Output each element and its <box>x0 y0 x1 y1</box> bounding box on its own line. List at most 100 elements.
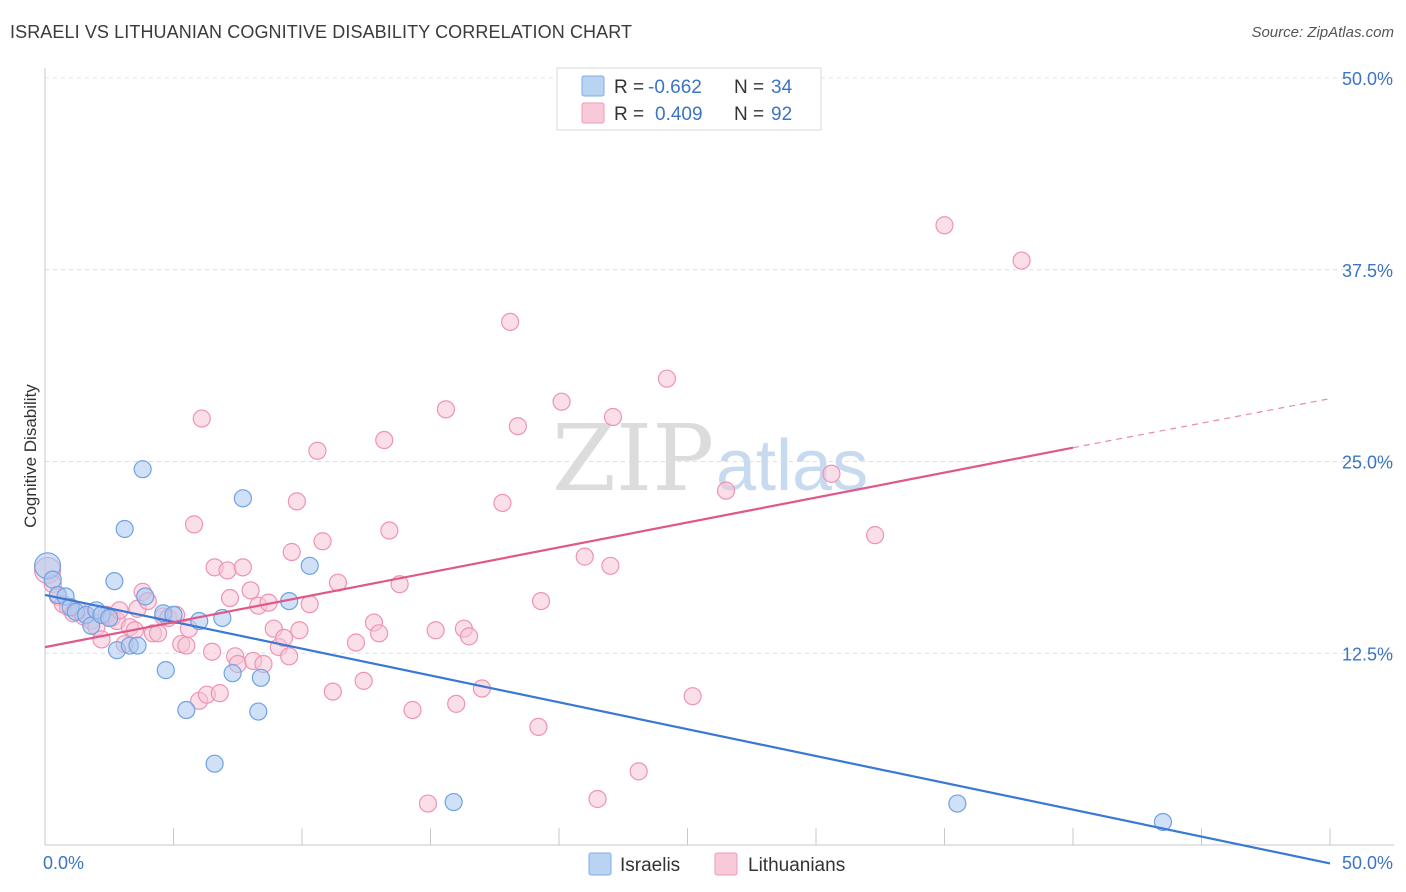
legend-n-value-lithuanians: 92 <box>771 104 792 125</box>
watermark-zip: ZIP <box>552 405 714 512</box>
trend-line-lithuanians-extension <box>1072 398 1331 449</box>
series-legend-swatch-lithuanians <box>714 852 738 876</box>
point-israelis <box>233 489 252 508</box>
point-israelis <box>100 608 119 628</box>
point-lithuanians <box>426 621 445 640</box>
point-lithuanians <box>716 481 736 500</box>
trend-line-israelis <box>44 593 1331 865</box>
point-lithuanians <box>822 464 841 483</box>
point-israelis <box>300 556 319 575</box>
point-lithuanians <box>418 794 438 813</box>
x-tick-label-min: 0.0% <box>43 853 84 873</box>
point-israelis <box>223 664 242 683</box>
y-tick-labels: 12.5% 25.0% 37.5% 50.0% <box>1342 69 1393 664</box>
point-lithuanians <box>354 671 373 690</box>
point-israelis <box>948 794 967 813</box>
point-lithuanians <box>274 628 294 648</box>
trend-line-lithuanians <box>44 446 1074 649</box>
trend-lines <box>44 398 1331 865</box>
legend-n-label-lithuanians: N = <box>734 104 764 125</box>
point-israelis <box>128 636 147 655</box>
point-lithuanians <box>233 558 252 577</box>
y-tick-label: 12.5% <box>1342 644 1393 664</box>
legend-r-value-israelis: -0.662 <box>648 77 702 98</box>
point-israelis <box>156 661 175 680</box>
series-legend-label-israelis: Israelis <box>620 855 680 876</box>
point-lithuanians <box>346 633 366 652</box>
point-lithuanians <box>380 521 399 540</box>
point-lithuanians <box>375 430 394 450</box>
point-lithuanians <box>218 561 237 580</box>
point-israelis <box>43 570 62 589</box>
point-lithuanians <box>629 762 648 781</box>
legend-n-label-israelis: N = <box>734 77 764 98</box>
y-tick-label: 25.0% <box>1342 453 1393 473</box>
point-israelis <box>1153 812 1173 832</box>
point-lithuanians <box>508 417 527 436</box>
point-lithuanians <box>935 216 954 235</box>
point-lithuanians <box>313 532 332 551</box>
point-israelis <box>177 700 196 720</box>
point-lithuanians <box>601 556 620 575</box>
point-lithuanians <box>552 392 571 411</box>
series-legend-swatch-israelis <box>588 852 612 876</box>
point-lithuanians <box>184 515 204 534</box>
point-lithuanians <box>493 493 512 513</box>
point-lithuanians <box>447 694 466 713</box>
point-lithuanians <box>290 621 309 640</box>
y-axis-label: Cognitive Disability <box>21 384 40 528</box>
point-lithuanians <box>241 581 260 600</box>
point-lithuanians <box>287 492 306 511</box>
source-label: Source: ZipAtlas.com <box>1251 24 1394 41</box>
series-legend: Israelis Lithuanians <box>588 852 845 876</box>
chart-title: ISRAELI VS LITHUANIAN COGNITIVE DISABILI… <box>10 22 633 42</box>
legend-n-value-israelis: 34 <box>771 77 793 98</box>
legend-r-value-lithuanians: 0.409 <box>655 104 703 125</box>
point-israelis <box>133 460 152 479</box>
legend-swatch-lithuanians <box>581 102 605 124</box>
point-lithuanians <box>529 717 548 736</box>
y-tick-label: 50.0% <box>1342 69 1393 89</box>
point-lithuanians <box>575 547 594 566</box>
point-lithuanians <box>459 627 479 646</box>
legend-r-label-lithuanians: R = <box>614 104 644 125</box>
point-israelis <box>115 519 134 539</box>
point-israelis <box>444 792 463 812</box>
x-tick-label-max: 50.0% <box>1342 853 1393 873</box>
y-tick-label: 37.5% <box>1342 261 1393 281</box>
point-lithuanians <box>403 700 422 720</box>
point-lithuanians <box>683 687 702 706</box>
point-lithuanians <box>1012 251 1031 270</box>
point-lithuanians <box>177 636 196 655</box>
point-lithuanians <box>308 441 327 460</box>
data-points <box>33 216 1173 832</box>
point-lithuanians <box>220 588 240 608</box>
axes <box>44 68 1394 846</box>
series-legend-label-lithuanians: Lithuanians <box>748 855 845 876</box>
correlation-legend: R = -0.662 N = 34 R = 0.409 N = 92 <box>556 67 822 131</box>
point-lithuanians <box>531 591 551 611</box>
point-lithuanians <box>282 542 301 562</box>
point-israelis <box>164 605 183 625</box>
legend-r-label-israelis: R = <box>614 77 644 98</box>
point-lithuanians <box>657 369 677 388</box>
point-lithuanians <box>300 595 319 614</box>
point-lithuanians <box>323 682 342 701</box>
legend-swatch-israelis <box>581 75 605 97</box>
watermark-atlas: atlas <box>716 426 868 506</box>
point-lithuanians <box>501 312 520 332</box>
point-lithuanians <box>436 400 456 419</box>
point-lithuanians <box>370 624 389 643</box>
point-israelis <box>249 702 268 721</box>
x-tick-labels: 0.0% 50.0% <box>43 853 1393 873</box>
point-lithuanians <box>588 789 607 809</box>
point-lithuanians <box>210 684 229 703</box>
point-israelis <box>251 668 270 687</box>
point-israelis <box>205 754 224 773</box>
point-lithuanians <box>192 409 211 428</box>
point-israelis <box>136 587 155 606</box>
point-lithuanians <box>202 642 222 661</box>
point-lithuanians <box>280 647 299 666</box>
point-lithuanians <box>866 526 885 545</box>
